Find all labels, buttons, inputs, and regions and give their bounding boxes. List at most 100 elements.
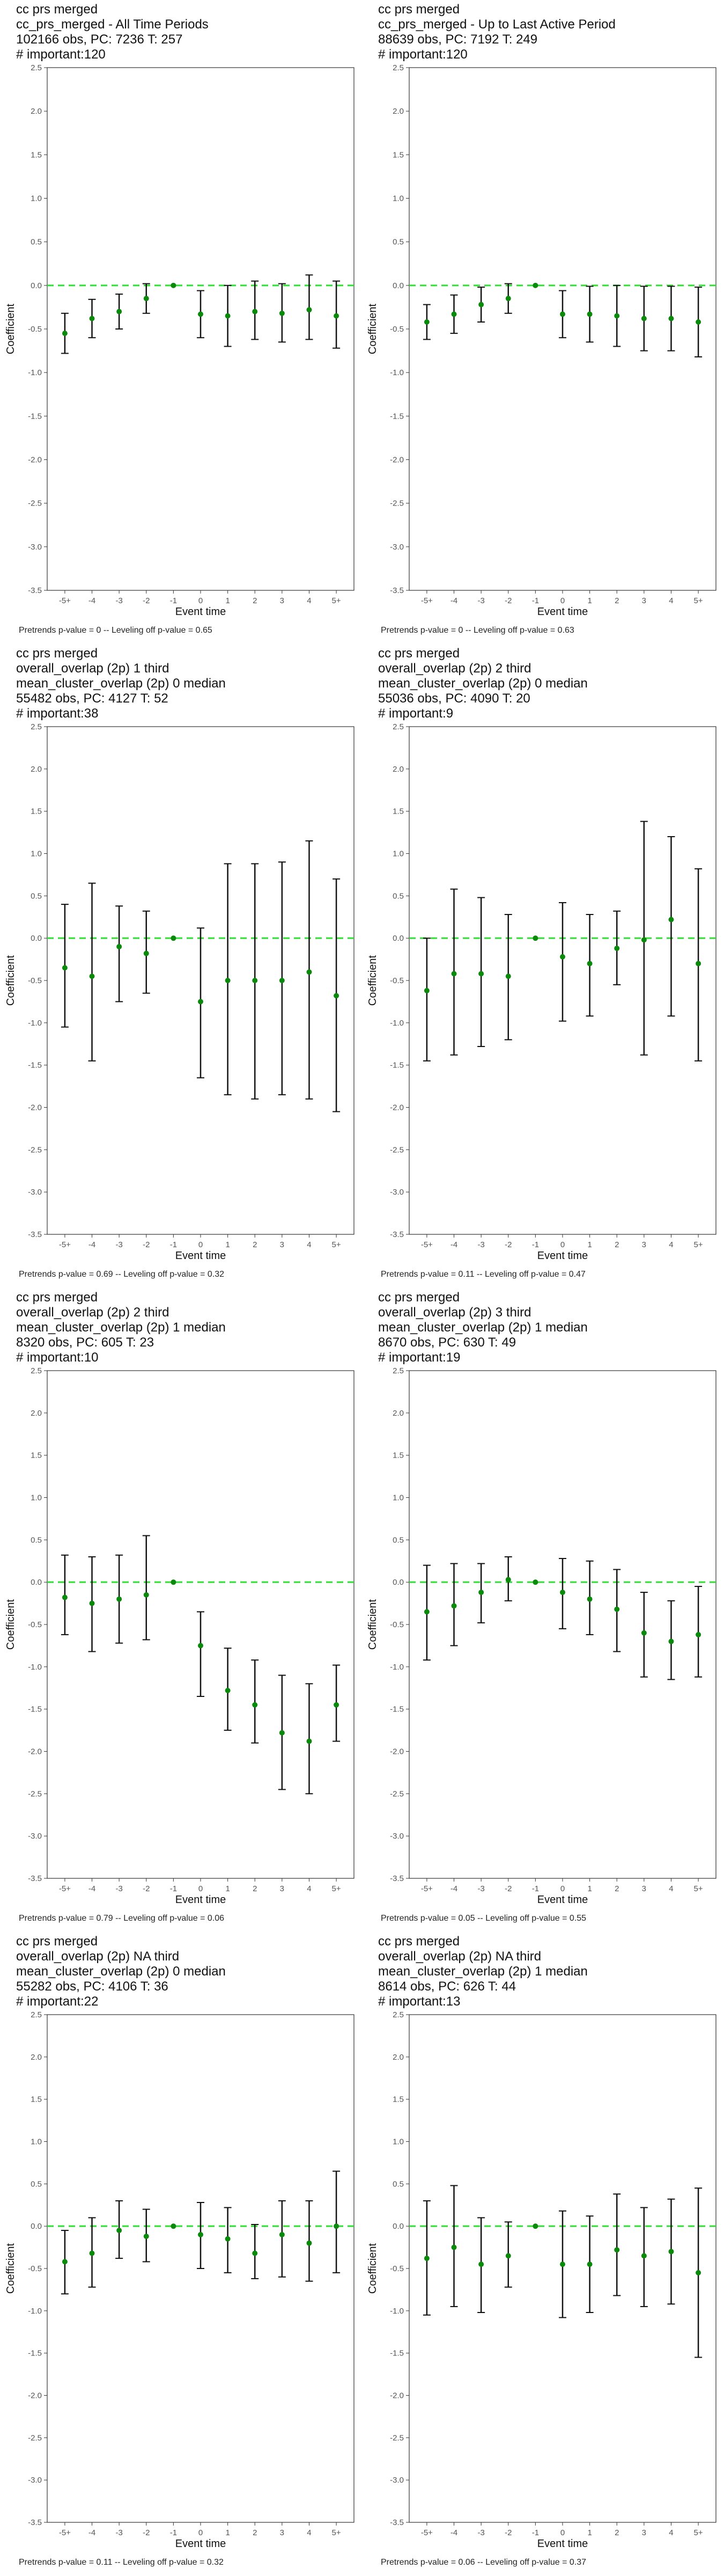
data-point [116,1596,122,1602]
y-tick-label: -0.5 [390,1620,404,1629]
y-tick-label: -0.5 [28,2264,42,2273]
data-point [171,1579,176,1585]
chart-title-line: cc_prs_merged - All Time Periods [16,17,209,32]
x-tick-label: -2 [505,2528,512,2537]
y-tick-label: -3.0 [28,2476,42,2485]
chart-title-line: 102166 obs, PC: 7236 T: 257 [16,32,183,47]
chart-caption: Pretrends p-value = 0.06 -- Leveling off… [381,2558,587,2567]
x-tick-label: -5+ [421,2528,433,2537]
x-tick-label: -5+ [421,1884,433,1893]
data-point [533,2223,538,2229]
x-tick-label: 0 [198,596,203,605]
x-tick-label: 0 [560,596,565,605]
data-point [279,978,285,983]
y-tick-label: -0.5 [390,976,404,985]
x-tick-label: 5+ [694,1884,703,1893]
chart-title-line: cc prs merged [16,1290,98,1305]
y-tick-label: -2.0 [28,2391,42,2401]
data-point [225,313,231,319]
y-tick-label: -2.5 [390,2433,404,2442]
y-tick-label: 2.0 [31,1409,42,1418]
x-tick-label: -1 [532,2528,539,2537]
x-tick-label: 4 [669,596,673,605]
chart-title-line: 8320 obs, PC: 605 T: 23 [16,1335,154,1350]
y-tick-label: -3.5 [390,1874,404,1883]
y-tick-label: -3.0 [390,2476,404,2485]
data-point [89,2250,95,2256]
x-tick-label: 3 [280,1884,284,1893]
x-tick-label: 4 [307,2528,311,2537]
y-tick-label: -1.5 [390,1061,404,1070]
data-point [505,2253,511,2259]
x-tick-label: 5+ [694,2528,703,2537]
y-tick-label: 1.0 [393,850,404,859]
chart-title-line: 55482 obs, PC: 4127 T: 52 [16,691,168,706]
data-point [334,993,339,999]
y-tick-label: 0.5 [31,891,42,901]
y-tick-label: -0.5 [28,325,42,334]
chart-svg: 2.5 2.0 1.5 1.0 0.5 0.0 -0.5 -1.0 -1.5 -2.0 -2.5 -3… [367,1366,716,1906]
data-point [424,2256,430,2262]
x-tick-label: 4 [669,1240,673,1249]
y-tick-label: -3.5 [28,1874,42,1883]
x-tick-label: 3 [280,2528,284,2537]
x-tick-label: 1 [587,596,592,605]
data-point [587,961,593,967]
y-tick-label: 0.5 [31,2179,42,2189]
y-tick-label: -2.0 [28,1747,42,1757]
x-tick-label: 2 [253,596,257,605]
data-point [668,1638,674,1644]
y-tick-label: 1.5 [393,2095,404,2104]
data-point [668,316,674,321]
x-tick-label: -2 [505,596,512,605]
x-tick-label: -5+ [421,1240,433,1249]
chart-svg: 2.5 2.0 1.5 1.0 0.5 0.0 -0.5 -1.0 -1.5 -2.0 -2.5 -3… [5,2010,354,2550]
y-tick-label: 2.5 [393,63,404,72]
y-tick-label: 2.0 [31,2053,42,2062]
data-point [62,1594,68,1600]
chart-title-line: overall_overlap (2p) 2 third [16,1305,169,1320]
data-point [424,1609,430,1615]
x-tick-label: -3 [477,1240,484,1249]
y-tick-label: -1.5 [28,1705,42,1714]
y-tick-label: -1.5 [390,2349,404,2358]
y-tick-label: -3.5 [28,586,42,595]
data-point [198,311,203,317]
chart-title-line: mean_cluster_overlap (2p) 0 median [16,676,226,691]
chart-panel: cc prs merged overall_overlap (2p) 1 thir… [0,644,362,1288]
x-axis-label: Event time [537,606,588,618]
chart-title-line: 55036 obs, PC: 4090 T: 20 [378,691,530,706]
data-point [451,971,457,977]
y-tick-label: -2.5 [390,1789,404,1798]
y-tick-label: -3.5 [390,2518,404,2527]
y-axis-label: Coefficient [5,955,17,1006]
y-tick-label: 0.0 [393,1578,404,1587]
data-point [424,319,430,325]
x-tick-label: -3 [115,2528,122,2537]
chart-panel: cc prs merged overall_overlap (2p) 3 thir… [362,1288,724,1932]
y-tick-label: -1.0 [28,1019,42,1028]
x-tick-label: 5+ [694,596,703,605]
y-tick-label: -1.5 [28,2349,42,2358]
y-tick-label: -2.0 [390,2391,404,2401]
y-axis-label: Coefficient [367,1599,379,1650]
y-tick-label: 0.0 [31,1578,42,1587]
chart-svg: 2.5 2.0 1.5 1.0 0.5 0.0 -0.5 -1.0 -1.5 -2.0 -2.5 -3… [367,2010,716,2550]
data-point [424,987,430,993]
y-tick-label: -1.5 [390,1705,404,1714]
data-point [614,1606,620,1612]
y-axis-label: Coefficient [5,1599,17,1650]
data-point [116,943,122,949]
x-axis-label: Event time [175,2538,226,2550]
data-point [696,961,701,967]
data-point [478,1590,484,1596]
y-tick-label: -1.5 [390,412,404,421]
x-tick-label: 2 [615,1240,619,1249]
data-point [451,2244,457,2250]
data-point [306,2240,312,2246]
data-point [478,2262,484,2267]
data-point [533,1579,538,1585]
chart-title-line: mean_cluster_overlap (2p) 0 median [16,1964,226,1979]
x-tick-label: -4 [450,2528,457,2537]
x-tick-label: -3 [477,596,484,605]
